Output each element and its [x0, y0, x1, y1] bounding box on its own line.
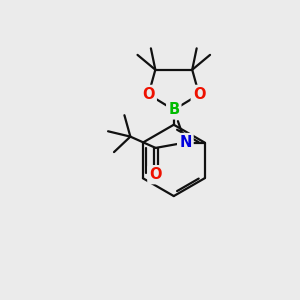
Text: O: O — [149, 167, 162, 182]
Text: N: N — [179, 135, 191, 150]
Text: O: O — [142, 87, 155, 102]
Text: B: B — [168, 102, 179, 117]
Text: O: O — [193, 87, 205, 102]
